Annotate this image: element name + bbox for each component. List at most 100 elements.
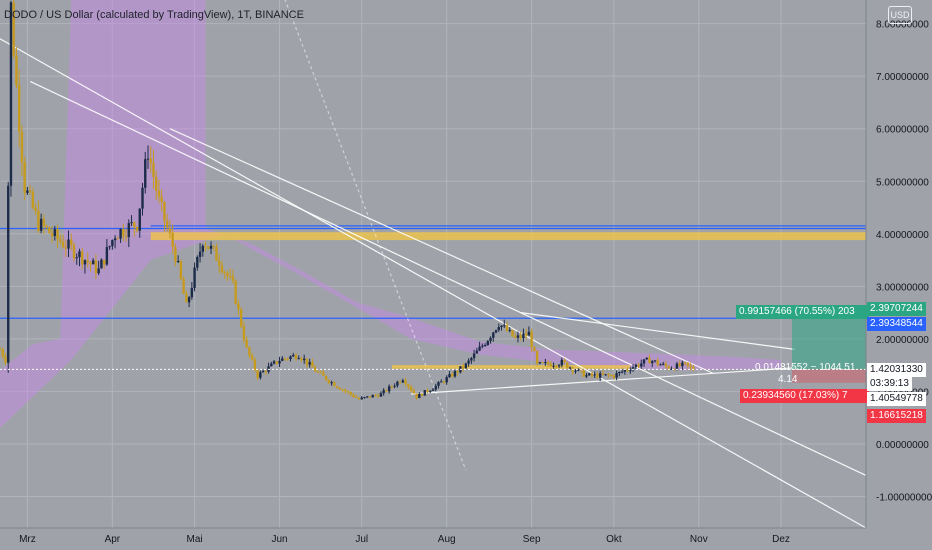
candle-body <box>535 351 539 364</box>
candle-body <box>48 227 51 234</box>
profit-label: 0.99157466 (70.55%) 203 <box>736 305 869 319</box>
candle-body <box>212 245 215 247</box>
trendline-4[interactable] <box>520 312 795 350</box>
candle-body <box>250 355 254 360</box>
currency-button[interactable]: USD <box>888 6 912 24</box>
trendlines[interactable] <box>0 0 867 529</box>
candle-body <box>393 385 396 387</box>
candle-body <box>45 226 48 228</box>
candle-body <box>253 359 257 371</box>
x-tick-label: Jul <box>355 534 368 545</box>
candle-body <box>618 371 621 374</box>
candle-body <box>176 261 180 263</box>
trendline-2[interactable] <box>169 128 713 374</box>
candle-body <box>686 362 690 366</box>
candle-body <box>61 241 65 248</box>
candle-body <box>116 238 120 240</box>
candle-body <box>560 359 564 366</box>
candle-body <box>585 375 588 377</box>
candle-body <box>667 366 670 370</box>
candle-body <box>67 239 70 249</box>
candle-body <box>629 370 632 372</box>
candle-body <box>387 386 391 392</box>
candle-body <box>527 331 531 336</box>
stop-price-label: 1.16615218 <box>867 409 926 423</box>
zone-band-low[interactable] <box>391 365 631 369</box>
candle-body <box>311 362 314 368</box>
candle-body <box>472 353 476 359</box>
candle-body <box>648 357 651 364</box>
candle-body <box>672 368 676 370</box>
candle-body <box>174 246 177 262</box>
candle-body <box>604 374 607 376</box>
bars-label: 4.14 <box>778 374 798 385</box>
trendline-5[interactable] <box>274 0 467 471</box>
candle-body <box>368 396 372 398</box>
candle-body <box>508 329 511 331</box>
candle-body <box>207 246 210 249</box>
zone-band[interactable] <box>150 232 866 241</box>
candle-body <box>155 176 158 191</box>
candle-body <box>64 247 67 249</box>
candle-body <box>37 210 40 231</box>
candle-body <box>338 387 342 390</box>
x-tick-label: Okt <box>606 534 622 545</box>
candle-body <box>17 84 21 132</box>
candle-body <box>130 222 133 224</box>
candle-body <box>229 275 232 277</box>
candle-body <box>111 240 114 247</box>
candle-body <box>640 363 643 367</box>
profit-zone[interactable] <box>792 318 866 370</box>
candle-body <box>634 364 637 368</box>
candle-body <box>659 364 662 366</box>
loss-label: 0.23934560 (17.03%) 7 <box>740 389 869 403</box>
candle-body <box>346 391 350 393</box>
candle-body <box>15 55 18 85</box>
candle-body <box>327 379 331 383</box>
candle-body <box>34 207 37 211</box>
chart-title: DODO / US Dollar (calculated by TradingV… <box>4 9 304 21</box>
candle-body <box>245 339 248 348</box>
candle-body <box>20 131 24 163</box>
candle-body <box>292 354 295 357</box>
candle-body <box>78 251 81 258</box>
candle-body <box>577 369 580 371</box>
candle-body <box>497 327 500 331</box>
loss-zone[interactable] <box>792 369 866 383</box>
candle-body <box>305 358 309 365</box>
candle-body <box>642 359 646 364</box>
trendline-3[interactable] <box>411 367 795 395</box>
candle-body <box>549 364 553 367</box>
candle-body <box>429 390 432 392</box>
candle-body <box>124 236 128 238</box>
horizontal-lines[interactable] <box>0 225 866 319</box>
candle-body <box>220 265 224 273</box>
target-price-label: 2.39707244 <box>867 302 926 316</box>
resistance-zone <box>150 232 866 369</box>
candle-body <box>319 372 322 374</box>
candle-body <box>420 393 424 396</box>
y-tick-label: 0.00000000 <box>876 440 929 451</box>
candle-body <box>218 260 221 266</box>
candle-body <box>475 350 479 354</box>
candle-body <box>637 364 640 367</box>
candle-body <box>335 386 339 388</box>
candle-body <box>538 362 542 364</box>
candle-body <box>72 245 76 259</box>
candle-body <box>0 349 2 351</box>
candle-body <box>681 362 684 367</box>
candle-body <box>664 363 668 367</box>
candle-body <box>196 256 199 268</box>
candle-body <box>185 293 188 303</box>
trendline-0[interactable] <box>0 34 867 529</box>
trendline-1[interactable] <box>29 80 867 477</box>
candle-body <box>56 229 59 240</box>
long-position-tool[interactable] <box>0 318 866 383</box>
candle-body <box>50 233 54 237</box>
y-tick-label: 3.00000000 <box>876 282 929 293</box>
candle-body <box>511 329 514 337</box>
candle-body <box>489 337 492 342</box>
candle-body <box>168 227 172 234</box>
candle-body <box>190 287 194 298</box>
